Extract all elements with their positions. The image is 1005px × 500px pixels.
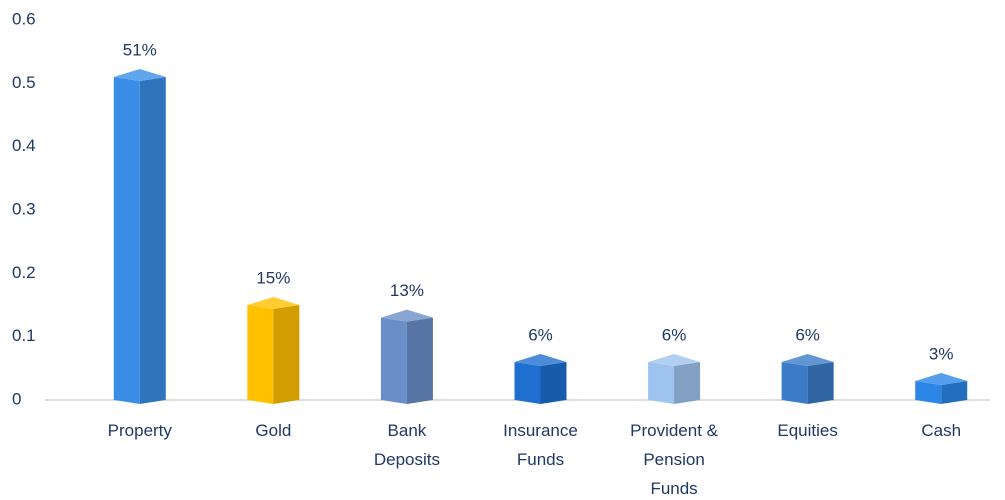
bar [648, 354, 701, 404]
value-label: 51% [123, 40, 157, 59]
bar-top-face [247, 297, 300, 309]
bar [380, 309, 433, 404]
x-tick-label: Gold [255, 421, 291, 440]
bar [247, 297, 300, 404]
bar-right-face [674, 362, 701, 404]
bar [915, 373, 968, 404]
x-tick-label: Equities [777, 421, 837, 440]
bar-right-face [807, 362, 834, 404]
bar-left-face [380, 317, 407, 404]
value-label: 15% [256, 268, 290, 287]
bar-left-face [781, 362, 808, 404]
y-tick-label: 0.4 [12, 136, 36, 155]
bar-top-face [781, 354, 834, 366]
x-tick-label: Insurance Funds [503, 421, 578, 469]
bar-left-face [915, 381, 942, 404]
bar-top-face [514, 354, 567, 366]
bar-top-face [915, 373, 968, 385]
bar-right-face [139, 77, 166, 404]
x-tick-label: Property [108, 421, 173, 440]
bar-top-face [648, 354, 701, 366]
bar-top-face [113, 69, 166, 81]
y-tick-label: 0.3 [12, 199, 36, 218]
bar-left-face [247, 305, 274, 404]
y-tick-label: 0.1 [12, 326, 36, 345]
bar-left-face [514, 362, 541, 404]
bar-left-face [648, 362, 675, 404]
y-tick-label: 0 [12, 389, 21, 408]
bar [113, 69, 166, 404]
bar-right-face [941, 381, 968, 404]
bar [781, 354, 834, 404]
bar-top-face [380, 309, 433, 322]
bar-right-face [406, 317, 433, 404]
value-label: 6% [528, 325, 553, 344]
bar-left-face [113, 77, 140, 404]
y-tick-label: 0.2 [12, 263, 36, 282]
value-label: 6% [795, 325, 820, 344]
bar-right-face [540, 362, 567, 404]
y-tick-label: 0.5 [12, 73, 36, 92]
value-label: 3% [929, 344, 954, 363]
x-tick-label: Bank Deposits [374, 421, 440, 469]
x-tick-label: Cash [921, 421, 961, 440]
bar-right-face [273, 305, 300, 404]
value-label: 13% [390, 281, 424, 300]
value-label: 6% [662, 325, 687, 344]
bar [514, 354, 567, 404]
x-tick-label: Provident & Pension Funds [630, 421, 719, 498]
y-tick-label: 0.6 [12, 9, 36, 28]
